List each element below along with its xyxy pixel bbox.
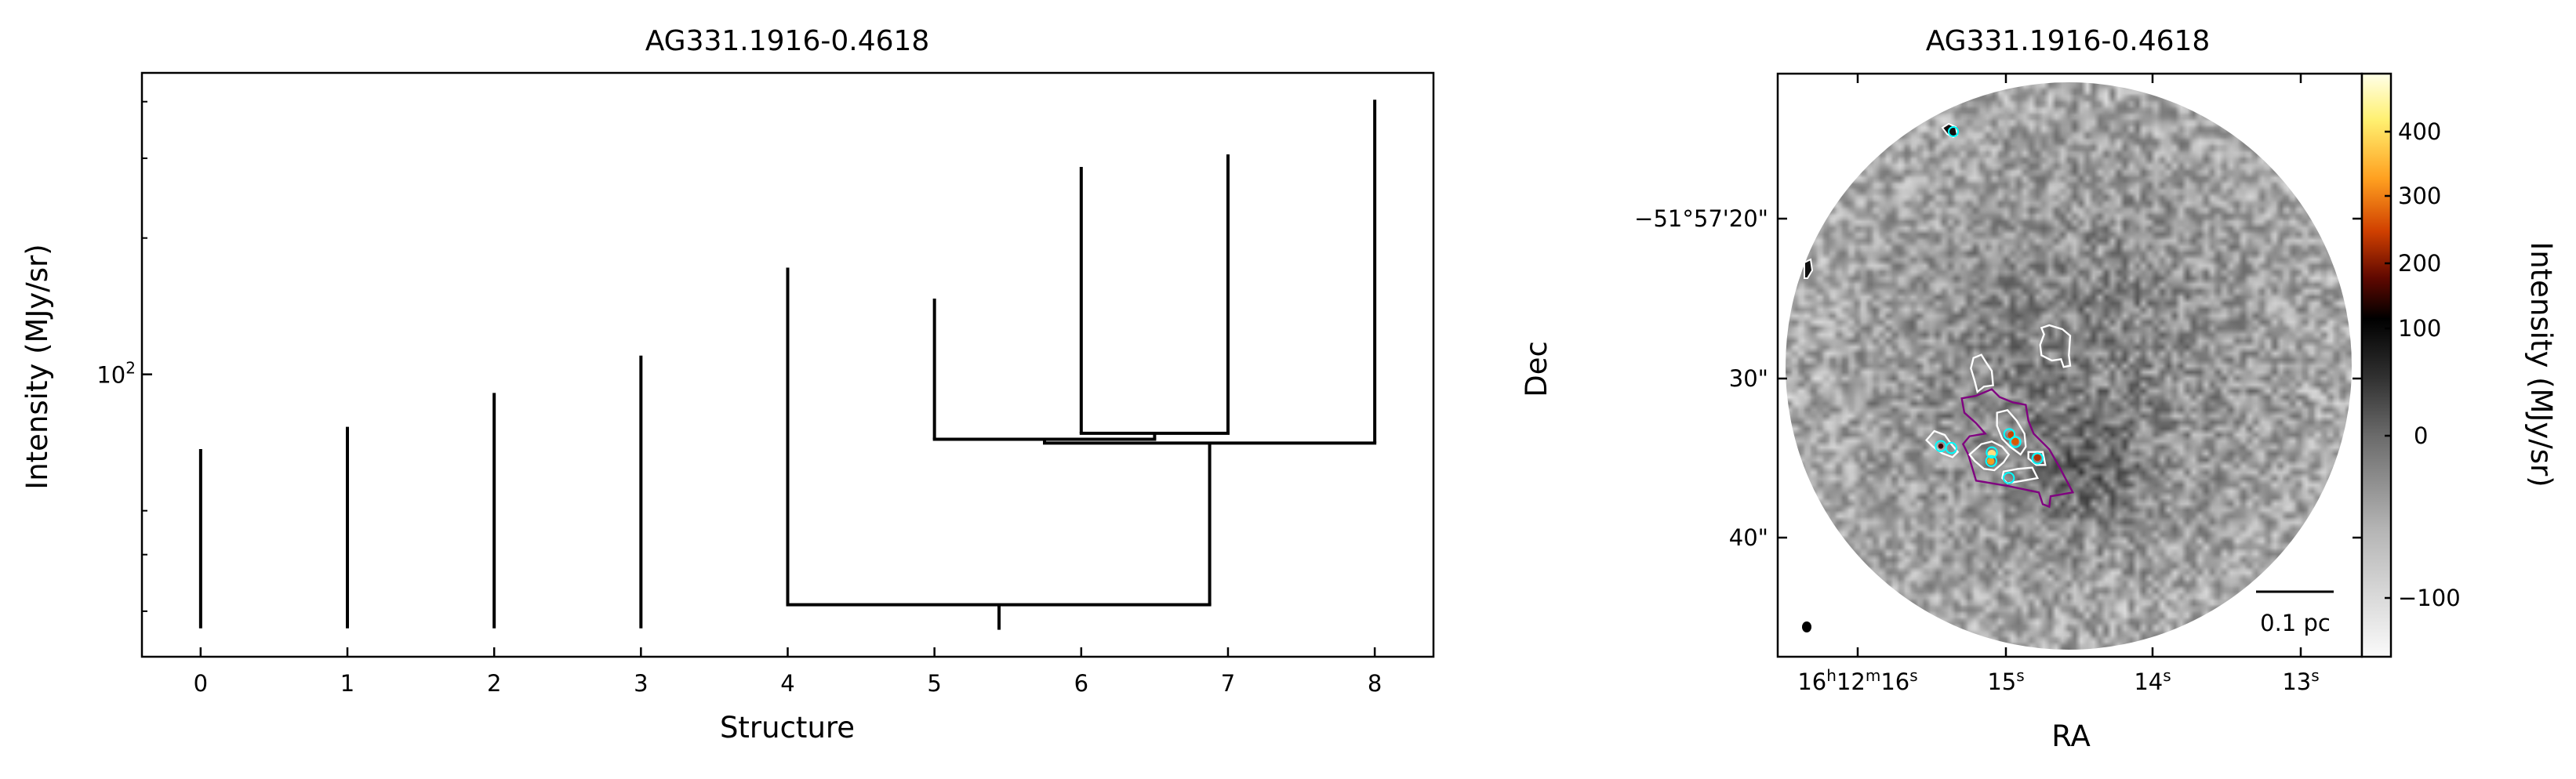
x-ticks: 0 1 2 3 4 5 6 7 8	[194, 647, 1382, 697]
x-tick-label: 0	[194, 670, 208, 697]
x-tick-label: 6	[1074, 670, 1088, 697]
x-tick-label: 1	[340, 670, 354, 697]
ra-tick-label: 15s	[1987, 666, 2024, 695]
ra-tick-labels: 16h12m16s 15s 14s 13s	[1797, 666, 2319, 695]
beam-ellipse	[1802, 621, 1811, 632]
colorbar	[2360, 72, 2393, 658]
contours	[1925, 324, 2075, 509]
colorbar-tick-label: 300	[2398, 183, 2441, 209]
y-ticks	[142, 100, 152, 612]
y-axis-label: Intensity (MJy/sr)	[20, 244, 54, 489]
x-tick-label: 5	[927, 670, 941, 697]
colorbar-tick-label: 100	[2398, 315, 2441, 342]
scale-bar-label: 0.1 pc	[2260, 610, 2331, 636]
colorbar-label: Intensity (MJy/sr)	[2524, 241, 2558, 487]
dec-tick-label: −51°57'20"	[1634, 205, 1768, 232]
dec-axis-label: Dec	[1520, 341, 1553, 397]
colorbar-ticks	[2385, 130, 2391, 600]
x-tick-label: 7	[1221, 670, 1235, 697]
dendrogram-lines	[198, 100, 1377, 630]
dec-tick-label: 40"	[1729, 524, 1768, 551]
colorbar-tick-label: 200	[2398, 250, 2441, 277]
x-tick-label: 8	[1368, 670, 1382, 697]
core-circles	[1935, 428, 2044, 484]
dendrogram-title: AG331.1916-0.4618	[645, 25, 930, 57]
map-ticks	[1778, 74, 2362, 657]
x-tick-label: 2	[487, 670, 501, 697]
colorbar-tick-label: −100	[2398, 585, 2461, 611]
x-tick-label: 3	[634, 670, 648, 697]
ra-tick-label: 16h12m16s	[1797, 666, 1917, 695]
small-contour-left	[1804, 258, 1814, 279]
x-axis-label: Structure	[720, 711, 855, 745]
ra-tick-label: 14s	[2134, 666, 2171, 695]
outer-contour	[1960, 388, 2075, 509]
inner-contours	[1925, 324, 2072, 484]
colorbar-tick-label: 400	[2398, 118, 2441, 145]
ra-axis-label: RA	[2051, 719, 2091, 753]
x-tick-label: 4	[780, 670, 794, 697]
core-circle-top	[1948, 126, 1959, 137]
colorbar-tick-label: 0	[2414, 422, 2428, 449]
map-title: AG331.1916-0.4618	[1926, 25, 2211, 57]
dec-tick-label: 30"	[1729, 365, 1768, 392]
ra-tick-label: 13s	[2282, 666, 2319, 695]
y-tick-label-100: 102	[96, 359, 136, 389]
